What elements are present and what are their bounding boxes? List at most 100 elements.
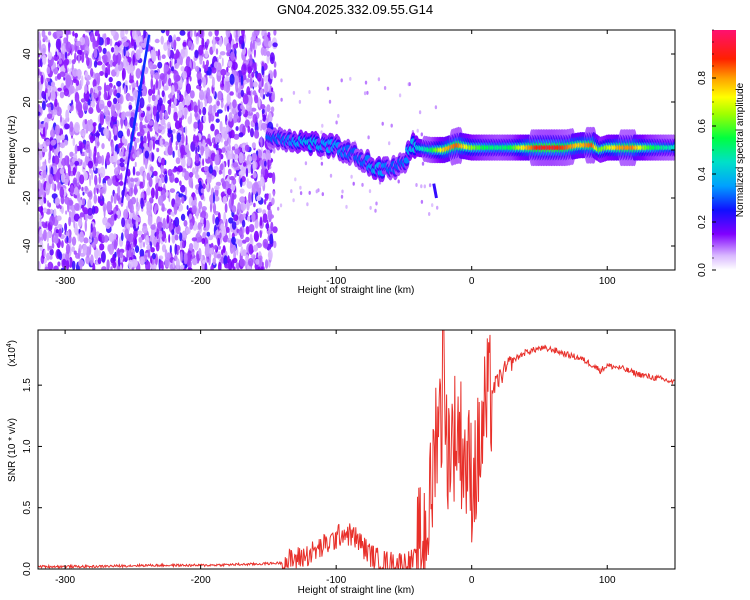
noise-speckle (262, 213, 268, 224)
noise-speckle (212, 203, 217, 214)
noise-speckle (135, 68, 141, 79)
noise-speckle (251, 212, 256, 223)
noise-speckle (156, 147, 160, 153)
noise-speckle (208, 104, 213, 115)
noise-speckle (224, 263, 230, 269)
noise-speckle (428, 212, 431, 216)
noise-speckle (242, 94, 249, 105)
noise-speckle (241, 30, 245, 37)
noise-speckle (254, 219, 259, 229)
noise-speckle (82, 207, 88, 214)
noise-speckle (158, 125, 165, 130)
noise-speckle (68, 216, 71, 227)
noise-speckle (261, 65, 265, 76)
noise-speckle (247, 201, 253, 206)
noise-speckle (194, 49, 199, 59)
noise-speckle (218, 54, 222, 60)
noise-speckle (158, 232, 163, 238)
noise-speckle (100, 250, 106, 263)
noise-speckle (114, 126, 118, 136)
noise-speckle (155, 241, 160, 252)
noise-speckle (114, 167, 119, 176)
noise-speckle (48, 173, 54, 185)
noise-speckle (242, 47, 246, 56)
noise-speckle (280, 97, 283, 102)
noise-speckle (103, 206, 106, 218)
noise-speckle (213, 89, 216, 97)
noise-speckle (104, 38, 108, 47)
noise-speckle (167, 121, 171, 129)
noise-speckle (49, 248, 54, 256)
noise-speckle (132, 54, 135, 66)
noise-speckle (398, 93, 402, 98)
noise-speckle (180, 49, 186, 59)
noise-speckle (168, 216, 172, 223)
spectrogram-y-axis: -40 -20 0 20 40 (22, 48, 675, 253)
noise-speckle (227, 105, 230, 112)
noise-speckle (123, 209, 129, 220)
noise-speckle (94, 132, 101, 137)
colorbar-axis: 0.0 0.2 0.4 0.6 0.8 (697, 29, 716, 277)
noise-speckle (38, 206, 44, 213)
noise-speckle (38, 111, 41, 116)
noise-speckle (38, 39, 42, 51)
noise-speckle (161, 157, 166, 166)
noise-speckle (184, 108, 188, 120)
noise-speckle (176, 249, 179, 256)
noise-speckle (175, 258, 180, 270)
noise-speckle (119, 251, 124, 259)
noise-speckle (174, 97, 177, 106)
noise-speckle (272, 147, 276, 154)
noise-speckle (225, 150, 231, 160)
noise-speckle (271, 197, 275, 205)
noise-speckle (118, 181, 124, 186)
noise-speckle (205, 42, 208, 51)
noise-speckle (201, 206, 207, 212)
noise-speckle (150, 77, 154, 90)
noise-speckle (43, 249, 46, 258)
noise-speckle (160, 30, 166, 34)
noise-speckle (82, 101, 89, 112)
noise-speckle (233, 214, 239, 222)
noise-speckle (366, 90, 369, 95)
noise-speckle (54, 76, 58, 81)
noise-speckle (238, 231, 243, 236)
noise-speckle (78, 259, 84, 268)
noise-speckle (245, 236, 250, 243)
snr-plot-area (38, 330, 675, 569)
noise-speckle (187, 40, 193, 48)
snr-ylabel: SNR (10 * v/v) (7, 418, 18, 482)
noise-speckle (158, 156, 162, 163)
noise-speckle (218, 245, 221, 250)
noise-speckle (170, 104, 176, 109)
noise-speckle (187, 267, 193, 270)
noise-speckle (61, 240, 64, 249)
noise-speckle (132, 30, 137, 40)
noise-speckle (163, 194, 167, 201)
noise-speckle (44, 266, 49, 270)
noise-speckle (255, 38, 261, 43)
noise-speckle (95, 30, 100, 36)
noise-speckle (106, 259, 110, 270)
noise-speckle (110, 216, 115, 227)
noise-speckle (94, 247, 99, 260)
noise-speckle (122, 36, 126, 42)
noise-speckle (181, 70, 187, 80)
noise-speckle (349, 76, 352, 81)
noise-speckle (225, 30, 231, 38)
noise-speckle (117, 186, 121, 195)
spectrogram-x-tick-label: -100 (326, 276, 346, 287)
noise-speckle (53, 265, 59, 270)
noise-speckle (192, 257, 198, 266)
noise-speckle (47, 261, 54, 270)
noise-speckle (221, 147, 226, 154)
noise-speckle (196, 171, 199, 180)
noise-speckle (213, 244, 218, 250)
spectrogram-x-tick-label: 0 (469, 276, 475, 287)
noise-speckle (130, 66, 134, 76)
noise-speckle (60, 172, 66, 183)
noise-speckle (264, 160, 267, 167)
noise-speckle (85, 255, 91, 265)
noise-speckle (84, 84, 88, 94)
noise-speckle (215, 48, 219, 55)
